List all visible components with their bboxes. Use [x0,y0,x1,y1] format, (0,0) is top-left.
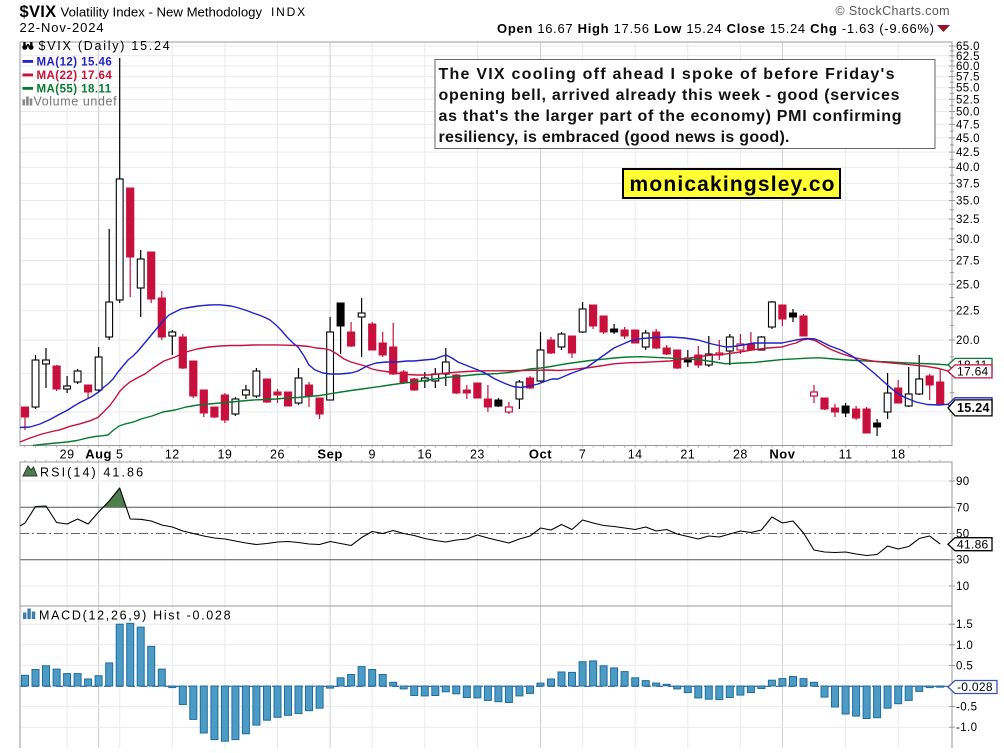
svg-text:55.0: 55.0 [956,83,980,95]
svg-text:19: 19 [217,448,232,462]
svg-text:90: 90 [956,476,970,488]
svg-text:16: 16 [417,448,432,462]
svg-text:-1.0: -1.0 [956,722,977,734]
svg-text:27.5: 27.5 [956,256,980,268]
svg-text:62.5: 62.5 [956,51,980,63]
svg-text:INDX: INDX [271,5,307,19]
svg-text:1.5: 1.5 [956,619,973,631]
svg-text:$VIX: $VIX [20,3,57,21]
svg-text:RSI(14) 41.86: RSI(14) 41.86 [40,466,145,480]
svg-text:0.5: 0.5 [956,660,973,672]
svg-text:21: 21 [680,448,695,462]
svg-text:7: 7 [579,448,586,462]
svg-text:opening bell, arrived already: opening bell, arrived already this week … [439,87,900,104]
svg-text:25.0: 25.0 [956,279,980,291]
svg-text:30: 30 [956,555,970,567]
svg-text:11: 11 [839,448,853,462]
svg-text:MA(22) 17.64: MA(22) 17.64 [37,70,113,82]
svg-text:30.0: 30.0 [956,234,980,246]
svg-text:MA(12) 15.46: MA(12) 15.46 [37,57,113,69]
svg-text:Sep: Sep [317,447,342,462]
svg-text:-0.5: -0.5 [956,702,977,714]
svg-text:29: 29 [60,448,75,462]
svg-text:60.0: 60.0 [956,61,980,73]
svg-text:17.64: 17.64 [957,365,989,379]
svg-text:as that's the larger part of t: as that's the larger part of the economy… [439,108,902,125]
svg-text:52.5: 52.5 [956,94,980,106]
svg-text:41.86: 41.86 [957,537,989,551]
svg-text:Oct: Oct [529,447,552,462]
svg-text:32.5: 32.5 [956,214,980,226]
svg-text:37.5: 37.5 [956,178,980,190]
svg-text:22-Nov-2024: 22-Nov-2024 [20,20,105,35]
svg-text:The VIX cooling off ahead I sp: The VIX cooling off ahead I spoke of bef… [439,66,895,83]
svg-text:5: 5 [116,448,123,462]
svg-text:15.24: 15.24 [957,401,990,415]
svg-text:57.5: 57.5 [956,72,980,84]
svg-text:26: 26 [270,448,285,462]
svg-text:42.5: 42.5 [956,147,980,159]
svg-text:50.0: 50.0 [956,107,980,119]
svg-text:1.0: 1.0 [956,640,973,652]
svg-text:12: 12 [165,448,180,462]
svg-text:Volume undef: Volume undef [34,95,118,109]
svg-text:70: 70 [956,502,970,514]
svg-text:monicakingsley.co: monicakingsley.co [630,173,835,196]
svg-text:14: 14 [628,448,643,462]
svg-text:Volatility Index - New Methodo: Volatility Index - New Methodology [61,5,263,20]
svg-text:MA(55) 18.11: MA(55) 18.11 [37,84,112,96]
svg-text:18: 18 [891,448,906,462]
svg-text:65.0: 65.0 [956,41,980,53]
svg-text:40.0: 40.0 [956,162,980,174]
svg-text:10: 10 [956,581,970,593]
svg-text:Nov: Nov [769,447,795,462]
svg-text:20.0: 20.0 [956,335,980,347]
svg-text:45.0: 45.0 [956,133,980,145]
svg-text:resiliency, is embraced (good: resiliency, is embraced (good news is go… [439,129,790,146]
svg-text:© StockCharts.com: © StockCharts.com [835,4,950,18]
svg-text:Aug: Aug [85,447,112,462]
svg-text:23: 23 [470,448,485,462]
svg-text:22.5: 22.5 [956,306,980,318]
svg-text:Open 16.67 High 17.56 Low 15.2: Open 16.67 High 17.56 Low 15.24 Close 15… [497,21,934,36]
svg-text:47.5: 47.5 [956,119,980,131]
svg-text:MACD(12,26,9) Hist -0.028: MACD(12,26,9) Hist -0.028 [39,609,232,623]
svg-text:28: 28 [733,448,748,462]
svg-text:-0.028: -0.028 [957,680,993,694]
svg-text:9: 9 [368,448,375,462]
svg-text:$VIX (Daily) 15.24: $VIX (Daily) 15.24 [39,39,172,53]
svg-text:35.0: 35.0 [956,196,980,208]
